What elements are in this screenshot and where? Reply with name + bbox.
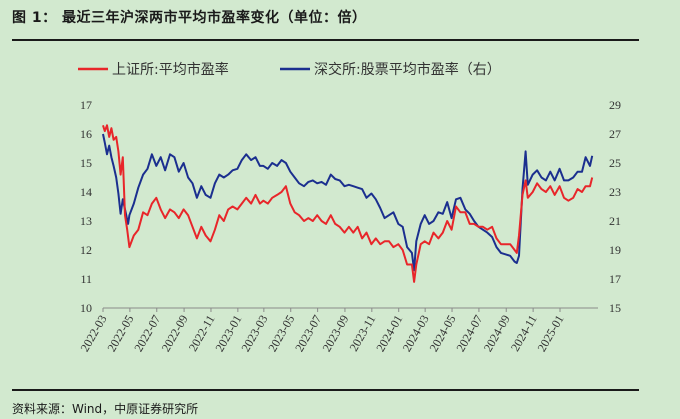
series-lines — [102, 124, 594, 283]
y-left-tick-label: 12 — [80, 243, 92, 257]
y-right-tick-label: 15 — [609, 301, 621, 315]
figure-title: 图 1： 最近三年沪深两市平均市盈率变化（单位：倍） — [12, 10, 367, 26]
source-note: 资料来源：Wind，中原证券研究所 — [12, 402, 199, 416]
x-tick-label: 2025-01 — [534, 313, 566, 355]
series-line-shenzhen — [102, 133, 594, 272]
legend-item-shenzhen-label: 深交所:股票平均市盈率（右） — [314, 61, 501, 78]
y-right-tick-label: 29 — [609, 98, 621, 112]
y-right-tick-label: 23 — [609, 185, 621, 199]
legend-item-shanghai-label: 上证所:平均市盈率 — [112, 61, 229, 78]
top-rule — [12, 39, 639, 41]
y-right-tick-label: 17 — [609, 272, 621, 286]
legend: 上证所:平均市盈率 深交所:股票平均市盈率（右） — [78, 61, 501, 78]
bottom-rule — [12, 389, 639, 391]
y-right-tick-label: 25 — [609, 156, 621, 170]
y-right-tick-label: 27 — [609, 127, 621, 141]
y-left-tick-label: 11 — [80, 272, 92, 286]
y-left-tick-label: 15 — [80, 156, 92, 170]
y-left-tick-label: 14 — [80, 185, 92, 199]
pe-ratio-chart: 上证所:平均市盈率 深交所:股票平均市盈率（右） 10 11 12 13 14 15 16 17… — [77, 61, 621, 355]
y-left-tick-label: 13 — [80, 214, 92, 228]
y-left-tick-label: 10 — [80, 301, 92, 315]
y-left-tick-label: 16 — [80, 127, 92, 141]
y-left-tick-label: 17 — [80, 98, 92, 112]
y-right-tick-label: 21 — [609, 214, 621, 228]
series-line-shanghai — [102, 124, 594, 283]
y-right-tick-label: 19 — [609, 243, 621, 257]
